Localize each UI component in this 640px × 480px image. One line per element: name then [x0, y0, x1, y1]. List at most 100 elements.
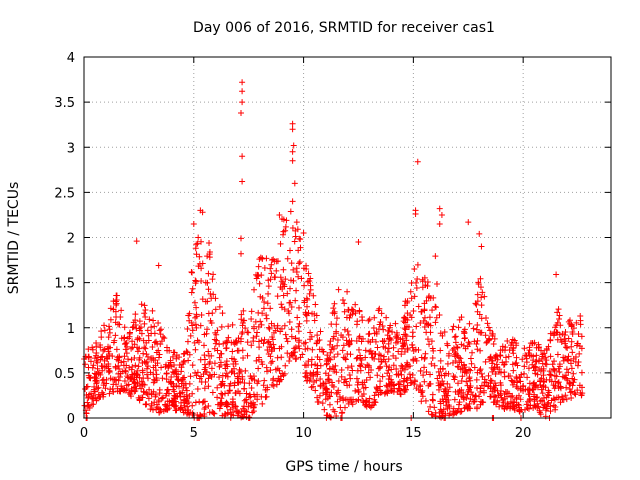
data-point: [412, 378, 419, 385]
data-point: [305, 270, 312, 277]
data-point: [123, 339, 130, 346]
data-point: [266, 343, 273, 350]
data-point: [223, 401, 230, 408]
data-point: [409, 329, 416, 336]
data-point: [365, 338, 372, 345]
data-point: [184, 326, 191, 333]
data-point: [292, 233, 299, 240]
data-point: [253, 275, 260, 282]
data-point: [556, 363, 563, 370]
data-point: [324, 376, 331, 383]
data-point: [308, 362, 315, 369]
data-point: [468, 360, 475, 367]
data-point: [417, 367, 424, 374]
data-point: [398, 345, 405, 352]
data-point: [429, 397, 436, 404]
data-point: [189, 285, 196, 292]
data-point: [165, 379, 172, 386]
data-point: [203, 330, 210, 337]
data-point: [332, 362, 339, 369]
data-point: [270, 256, 277, 263]
data-point: [181, 357, 188, 364]
data-point: [559, 330, 566, 337]
data-point: [314, 362, 321, 369]
data-point: [395, 348, 402, 355]
data-point: [198, 373, 205, 380]
data-point: [490, 366, 497, 373]
data-point: [356, 308, 363, 315]
data-point: [292, 297, 299, 304]
data-point: [426, 341, 433, 348]
data-point: [394, 334, 401, 341]
data-point: [405, 324, 412, 331]
data-point: [341, 300, 348, 307]
data-point: [293, 219, 300, 226]
data-point: [132, 311, 139, 318]
data-point: [194, 240, 201, 247]
data-point: [206, 240, 213, 247]
data-point: [333, 321, 340, 328]
data-point: [477, 284, 484, 291]
data-point: [106, 323, 113, 330]
data-point: [295, 260, 302, 267]
data-point: [155, 405, 162, 412]
data-point: [502, 395, 509, 402]
data-point: [461, 330, 468, 337]
data-point: [568, 365, 575, 372]
data-point: [288, 333, 295, 340]
data-point: [404, 382, 411, 389]
data-point: [101, 346, 108, 353]
data-point: [464, 343, 471, 350]
data-point: [344, 364, 351, 371]
data-point: [386, 372, 393, 379]
data-point: [251, 393, 258, 400]
data-point: [333, 369, 340, 376]
x-tick-label: 10: [295, 426, 312, 441]
data-point: [428, 360, 435, 367]
data-point: [178, 399, 185, 406]
data-point: [343, 337, 350, 344]
data-point: [110, 306, 117, 313]
data-point: [558, 338, 565, 345]
data-point: [538, 386, 545, 393]
data-point: [366, 395, 373, 402]
data-point: [545, 392, 552, 399]
data-point: [205, 286, 212, 293]
data-point: [540, 394, 547, 401]
data-point: [346, 371, 353, 378]
data-point: [547, 403, 554, 410]
data-point: [265, 290, 272, 297]
data-point: [168, 373, 175, 380]
data-point: [248, 308, 255, 315]
data-point: [144, 363, 151, 370]
data-point: [217, 359, 224, 366]
y-tick-label: 4: [67, 51, 75, 66]
data-point: [110, 388, 117, 395]
data-point: [217, 399, 224, 406]
data-point: [129, 324, 136, 331]
data-point: [256, 344, 263, 351]
data-point: [194, 369, 201, 376]
data-point: [148, 324, 155, 331]
data-point: [436, 312, 443, 319]
data-point: [208, 352, 215, 359]
data-point: [129, 338, 136, 345]
data-point: [283, 335, 290, 342]
data-point: [365, 362, 372, 369]
data-point: [357, 355, 364, 362]
data-point: [187, 332, 194, 339]
data-point: [489, 388, 496, 395]
data-point: [517, 374, 524, 381]
data-point: [154, 360, 161, 367]
data-point: [217, 350, 224, 357]
data-point: [95, 391, 102, 398]
data-point: [530, 364, 537, 371]
data-point: [196, 253, 203, 260]
data-point: [513, 354, 520, 361]
data-point: [578, 333, 585, 340]
data-point: [308, 384, 315, 391]
data-point: [339, 297, 346, 304]
data-point: [526, 380, 533, 387]
data-point: [423, 369, 430, 376]
data-point: [574, 387, 581, 394]
